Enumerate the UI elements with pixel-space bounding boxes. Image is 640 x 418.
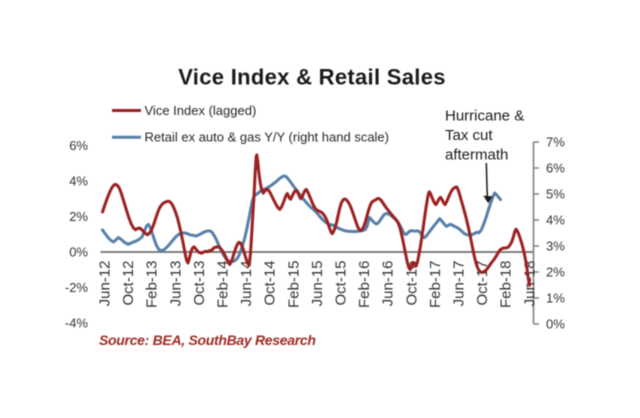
svg-text:Vice Index (lagged): Vice Index (lagged) <box>145 103 257 118</box>
svg-text:Feb-16: Feb-16 <box>356 261 373 309</box>
svg-text:0%: 0% <box>69 245 88 260</box>
svg-text:Jun-16: Jun-16 <box>380 261 397 307</box>
svg-text:Jun-14: Jun-14 <box>238 261 255 307</box>
svg-text:4%: 4% <box>69 174 88 189</box>
svg-text:Hurricane &: Hurricane & <box>445 107 524 124</box>
svg-text:Oct-14: Oct-14 <box>262 261 279 306</box>
svg-text:Jun-12: Jun-12 <box>97 261 114 307</box>
svg-text:Oct-12: Oct-12 <box>120 261 137 306</box>
svg-text:4%: 4% <box>546 213 565 228</box>
svg-text:Oct-13: Oct-13 <box>191 261 208 306</box>
svg-text:Feb-15: Feb-15 <box>285 261 302 309</box>
svg-text:Jun-15: Jun-15 <box>309 261 326 307</box>
svg-text:Jun-13: Jun-13 <box>167 261 184 307</box>
svg-text:Tax cut: Tax cut <box>445 127 493 144</box>
svg-text:Feb-13: Feb-13 <box>144 261 161 309</box>
svg-text:Feb-14: Feb-14 <box>215 261 232 309</box>
svg-text:6%: 6% <box>546 161 565 176</box>
svg-text:5%: 5% <box>546 187 565 202</box>
svg-text:3%: 3% <box>546 239 565 254</box>
svg-text:Vice Index & Retail Sales: Vice Index & Retail Sales <box>178 65 446 90</box>
svg-text:Oct-15: Oct-15 <box>333 261 350 306</box>
svg-text:7%: 7% <box>546 135 565 150</box>
svg-text:0%: 0% <box>546 317 565 332</box>
svg-text:aftermath: aftermath <box>445 147 508 164</box>
svg-text:2%: 2% <box>69 209 88 224</box>
svg-text:Feb-17: Feb-17 <box>427 261 444 309</box>
svg-text:1%: 1% <box>546 291 565 306</box>
svg-text:6%: 6% <box>69 138 88 153</box>
svg-text:-4%: -4% <box>65 316 89 331</box>
svg-text:Feb-18: Feb-18 <box>498 261 515 309</box>
svg-text:Retail ex auto & gas Y/Y (righ: Retail ex auto & gas Y/Y (right hand sca… <box>145 130 390 145</box>
svg-text:-2%: -2% <box>65 280 89 295</box>
svg-text:Jun-17: Jun-17 <box>451 261 468 307</box>
svg-text:Oct-16: Oct-16 <box>403 261 420 306</box>
svg-text:2%: 2% <box>546 265 565 280</box>
svg-text:Source: BEA, SouthBay Research: Source: BEA, SouthBay Research <box>99 332 316 348</box>
